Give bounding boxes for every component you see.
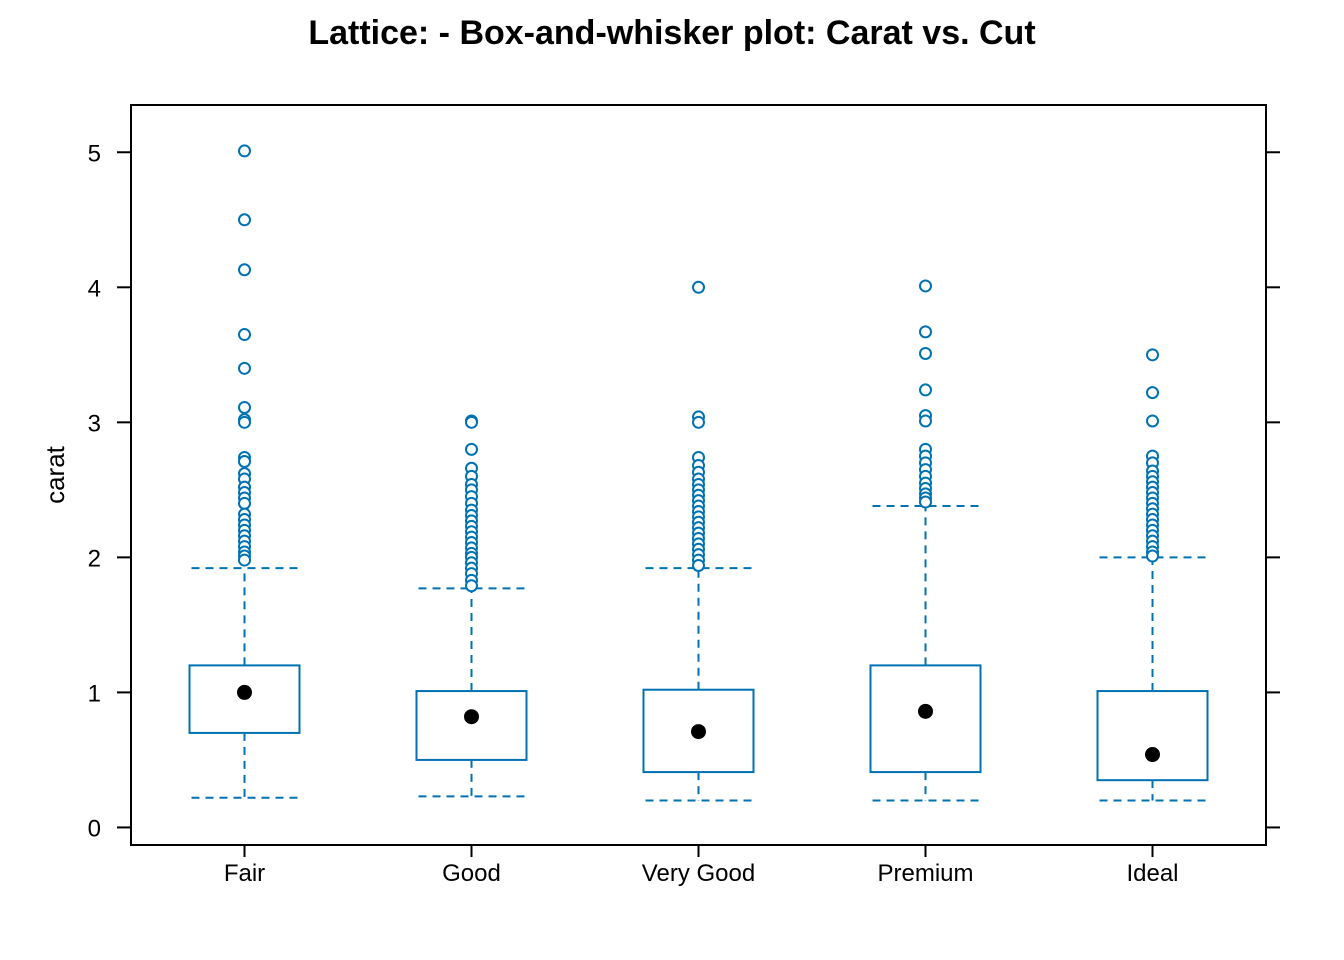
- median-dot: [691, 724, 706, 740]
- outlier-point: [465, 415, 478, 429]
- x-tick-label: Good: [442, 860, 501, 887]
- outlier-point: [1146, 386, 1159, 400]
- outlier-point: [238, 496, 251, 510]
- outlier-point: [692, 415, 705, 429]
- outlier-point: [238, 553, 251, 567]
- outlier-point: [238, 328, 251, 342]
- y-tick-label: 0: [88, 815, 101, 842]
- outlier-point: [465, 579, 478, 593]
- outlier-point: [238, 144, 251, 158]
- outlier-point: [465, 442, 478, 456]
- outlier-point: [238, 400, 251, 414]
- outlier-point: [1146, 549, 1159, 563]
- outlier-point: [919, 325, 932, 339]
- outlier-point: [238, 213, 251, 227]
- y-tick-label: 5: [88, 140, 101, 167]
- y-tick-label: 4: [88, 275, 101, 302]
- outlier-point: [238, 415, 251, 429]
- box-iqr: [1096, 690, 1209, 782]
- box-iqr: [415, 690, 528, 761]
- outlier-point: [919, 383, 932, 397]
- box-group: [1096, 348, 1209, 802]
- y-tick-label: 3: [88, 410, 101, 437]
- outlier-point: [919, 346, 932, 360]
- outlier-point: [238, 361, 251, 375]
- x-tick-label: Premium: [877, 860, 973, 887]
- x-tick-label: Fair: [224, 860, 265, 887]
- median-dot: [237, 684, 252, 700]
- median-dot: [1145, 747, 1160, 763]
- x-tick-label: Ideal: [1126, 860, 1178, 887]
- outlier-point: [692, 280, 705, 294]
- x-tick-label: Very Good: [642, 860, 755, 887]
- box-iqr: [642, 688, 755, 774]
- chart-title: Lattice: - Box-and-whisker plot: Carat v…: [308, 14, 1035, 52]
- median-dot: [464, 709, 479, 725]
- outlier-point: [1146, 348, 1159, 362]
- y-tick-label: 1: [88, 680, 101, 707]
- outlier-point: [692, 558, 705, 572]
- box-group: [642, 280, 755, 802]
- box-iqr: [869, 664, 982, 774]
- y-tick-label: 2: [88, 545, 101, 572]
- outlier-point: [238, 263, 251, 277]
- box-group: [188, 144, 301, 799]
- outlier-point: [238, 454, 251, 468]
- median-dot: [918, 703, 933, 719]
- outlier-point: [919, 279, 932, 293]
- box-iqr: [188, 664, 301, 734]
- outlier-point: [919, 495, 932, 509]
- box-group: [415, 414, 528, 798]
- outlier-point: [919, 414, 932, 428]
- outlier-point: [1146, 414, 1159, 428]
- y-axis-label: carat: [40, 445, 70, 504]
- box-group: [869, 279, 982, 802]
